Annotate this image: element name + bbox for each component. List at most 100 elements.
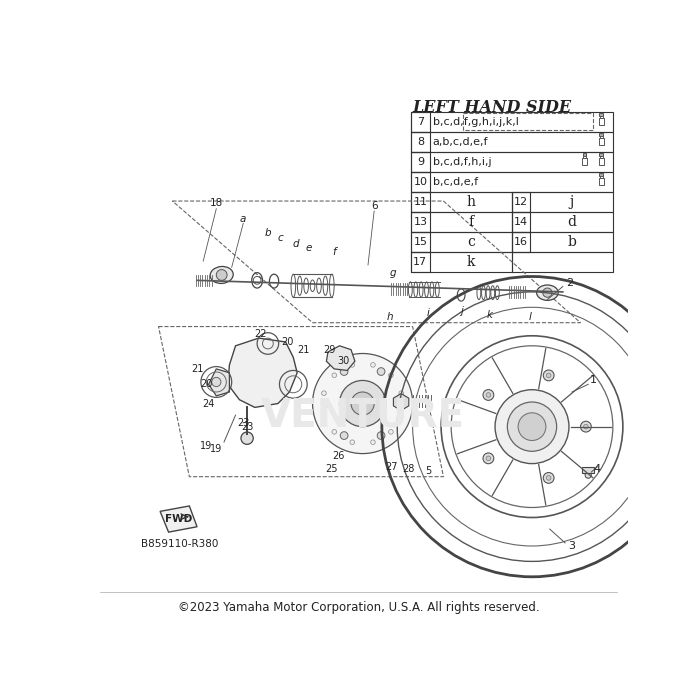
Text: LEFT HAND SIDE: LEFT HAND SIDE	[413, 99, 572, 116]
Circle shape	[321, 391, 326, 395]
Bar	[411, 232, 430, 252]
Circle shape	[543, 370, 554, 381]
Bar	[582, 468, 594, 473]
Circle shape	[486, 393, 491, 398]
Bar	[512, 232, 613, 252]
Circle shape	[399, 391, 404, 395]
Text: B859110-R380: B859110-R380	[141, 539, 219, 549]
Circle shape	[483, 453, 493, 463]
Bar	[411, 152, 613, 172]
Text: 18: 18	[210, 198, 223, 209]
Text: 26: 26	[332, 451, 344, 461]
Text: 5: 5	[425, 466, 431, 476]
Circle shape	[486, 456, 491, 461]
Text: VENTURE: VENTURE	[260, 396, 465, 434]
Text: 20: 20	[200, 379, 213, 389]
Text: 17: 17	[413, 257, 428, 267]
Bar	[411, 212, 512, 232]
Bar	[512, 232, 531, 252]
Text: 8: 8	[416, 136, 424, 147]
Circle shape	[508, 402, 556, 452]
Text: b: b	[265, 228, 271, 237]
Text: l: l	[528, 312, 531, 322]
Bar	[512, 212, 613, 232]
Circle shape	[321, 412, 326, 416]
Text: 19: 19	[200, 441, 212, 451]
Circle shape	[542, 288, 552, 298]
Bar	[411, 192, 512, 212]
Text: 3: 3	[568, 541, 575, 551]
Polygon shape	[228, 338, 297, 407]
Text: f: f	[332, 247, 336, 257]
Polygon shape	[160, 506, 197, 532]
Text: d: d	[293, 239, 299, 249]
Text: a,b,c,d,e,f: a,b,c,d,e,f	[433, 136, 488, 147]
Text: 9: 9	[416, 157, 424, 167]
Text: 19: 19	[210, 444, 223, 454]
Text: 21: 21	[297, 344, 309, 355]
Bar	[582, 153, 586, 156]
Bar	[463, 113, 593, 130]
Bar	[600, 116, 603, 118]
Text: 10: 10	[413, 177, 427, 187]
Bar	[411, 192, 430, 212]
Bar	[411, 232, 512, 252]
Text: 22: 22	[254, 329, 267, 340]
Text: c: c	[277, 233, 283, 243]
Text: 25: 25	[326, 464, 338, 474]
Text: ©2023 Yamaha Motor Corporation, U.S.A. All rights reserved.: ©2023 Yamaha Motor Corporation, U.S.A. A…	[178, 601, 540, 614]
Text: a: a	[240, 214, 246, 224]
Bar	[512, 212, 531, 232]
Text: 4: 4	[594, 464, 601, 474]
Text: 1: 1	[590, 375, 597, 386]
Text: 23: 23	[237, 418, 249, 428]
Bar	[411, 252, 512, 272]
Ellipse shape	[537, 285, 558, 300]
Text: e: e	[305, 243, 312, 253]
Text: k: k	[466, 255, 475, 269]
Text: 11: 11	[413, 197, 427, 206]
Circle shape	[340, 432, 348, 440]
Circle shape	[543, 473, 554, 483]
Bar	[512, 252, 613, 272]
Ellipse shape	[210, 267, 233, 284]
Polygon shape	[393, 393, 409, 410]
Circle shape	[322, 400, 330, 407]
Bar	[599, 178, 603, 186]
Text: i: i	[426, 309, 430, 318]
Text: j: j	[570, 195, 574, 209]
Text: h: h	[466, 195, 475, 209]
Text: 23: 23	[241, 421, 253, 432]
Text: 12: 12	[514, 197, 528, 206]
Text: 13: 13	[413, 217, 427, 227]
Circle shape	[377, 368, 385, 375]
Circle shape	[546, 475, 551, 480]
Bar	[411, 112, 430, 132]
Circle shape	[216, 270, 227, 281]
Text: b,c,d,f,h,i,j: b,c,d,f,h,i,j	[433, 157, 491, 167]
Bar	[599, 118, 603, 125]
Text: 2: 2	[566, 278, 573, 288]
Polygon shape	[326, 346, 355, 370]
Circle shape	[332, 430, 337, 434]
Circle shape	[350, 363, 354, 368]
Bar	[411, 132, 430, 152]
Circle shape	[377, 432, 385, 440]
Bar	[599, 174, 603, 176]
Text: b,c,d,f,g,h,i,j,k,l: b,c,d,f,g,h,i,j,k,l	[433, 117, 519, 127]
Text: 20: 20	[281, 337, 293, 347]
Bar	[599, 153, 603, 156]
Text: 16: 16	[514, 237, 528, 247]
Circle shape	[371, 440, 375, 444]
Circle shape	[312, 354, 413, 454]
Circle shape	[332, 373, 337, 377]
Text: g: g	[390, 267, 397, 278]
Text: 27: 27	[386, 462, 398, 472]
Text: 24: 24	[202, 398, 215, 409]
Text: f: f	[468, 215, 473, 229]
Text: h: h	[386, 312, 393, 322]
Bar	[599, 138, 603, 146]
Bar	[512, 192, 531, 212]
Text: 29: 29	[323, 344, 336, 355]
Circle shape	[585, 472, 591, 478]
